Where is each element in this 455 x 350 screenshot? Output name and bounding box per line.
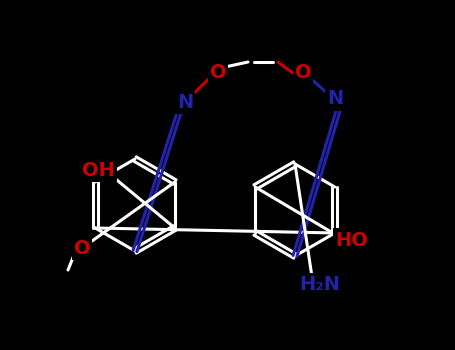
Text: HO: HO xyxy=(336,231,369,250)
Text: OH: OH xyxy=(81,161,115,180)
Text: N: N xyxy=(177,92,193,112)
Text: O: O xyxy=(295,63,311,82)
Text: H₂N: H₂N xyxy=(299,275,340,294)
Text: O: O xyxy=(210,63,226,82)
Text: N: N xyxy=(327,90,343,108)
Text: O: O xyxy=(74,238,90,258)
